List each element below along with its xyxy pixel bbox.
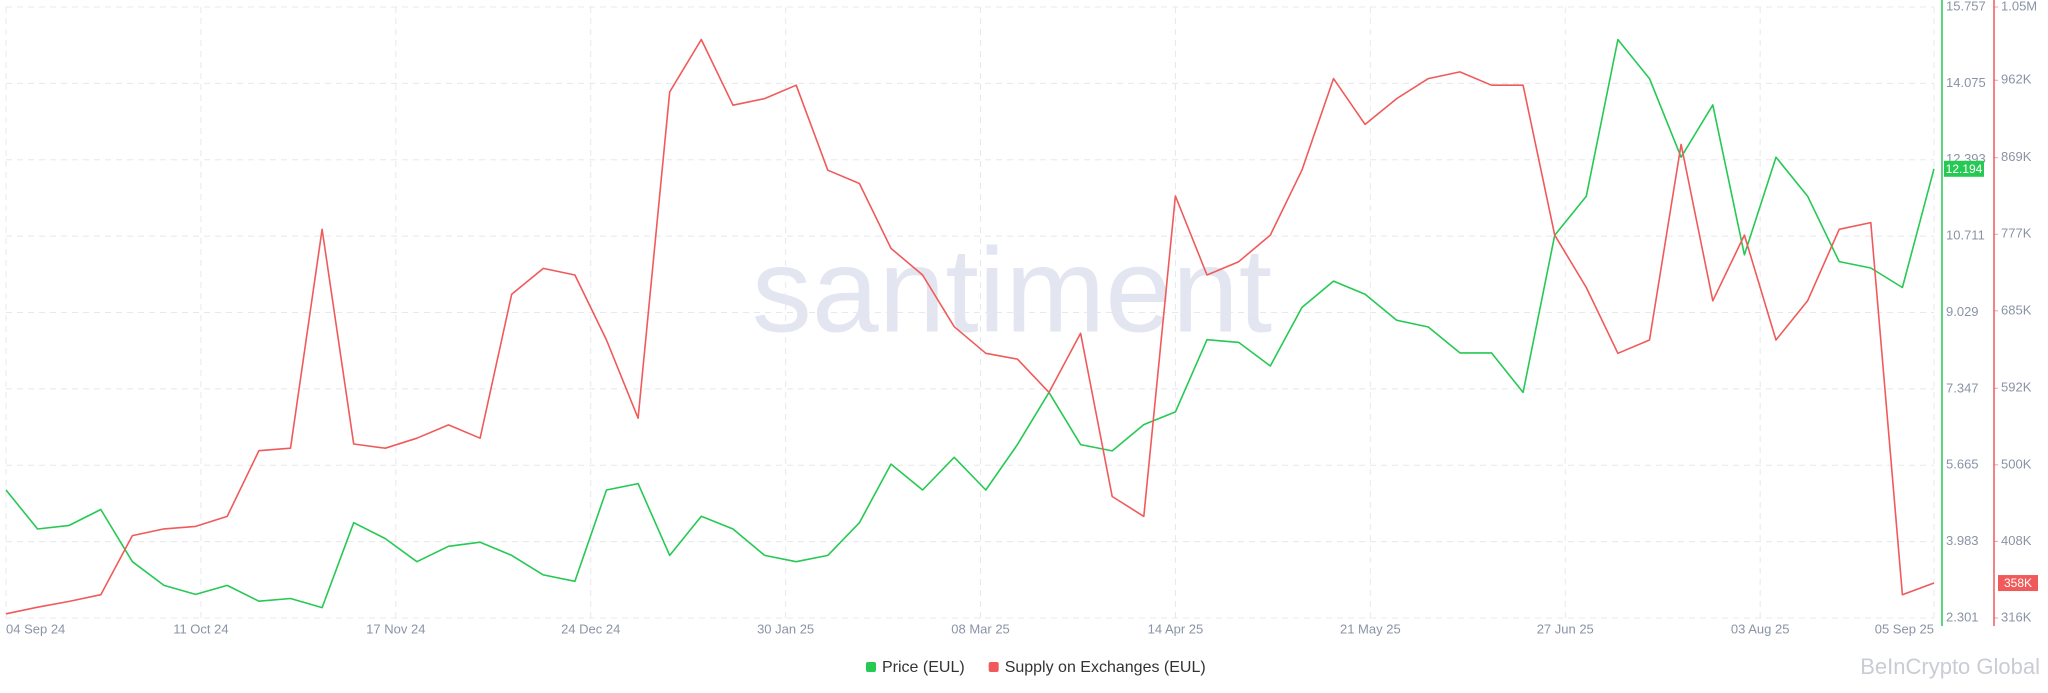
y-tick-label: 14.075 <box>1946 75 1986 90</box>
y-tick-label: 10.711 <box>1946 228 1985 243</box>
x-tick-label: 30 Jan 25 <box>757 621 814 636</box>
legend-label: Supply on Exchanges (EUL) <box>1005 659 1206 676</box>
series-line <box>5 38 1935 615</box>
legend-label: Price (EUL) <box>882 659 965 676</box>
y2-tick-label: 316K <box>2001 609 2032 624</box>
y2-tick-label: 685K <box>2001 302 2032 317</box>
x-tick-label: 05 Sep 25 <box>1875 621 1934 636</box>
y-tick-label: 9.029 <box>1946 304 1979 319</box>
value-badge <box>1998 575 2038 592</box>
x-tick-label: 04 Sep 24 <box>6 621 65 636</box>
y2-tick-label: 869K <box>2001 149 2032 164</box>
watermark: santiment <box>752 224 1272 358</box>
x-tick-label: 24 Dec 24 <box>561 621 620 636</box>
credit: BeInCrypto Global <box>1860 654 2040 679</box>
x-tick-label: 27 Jun 25 <box>1537 621 1594 636</box>
y2-tick-label: 962K <box>2001 72 2032 87</box>
y-tick-label: 2.301 <box>1946 609 1979 624</box>
series-line <box>5 38 1935 609</box>
y-tick-label: 15.757 <box>1946 0 1986 13</box>
legend-swatch <box>988 662 999 672</box>
x-tick-label: 17 Nov 24 <box>366 621 425 636</box>
x-tick-label: 11 Oct 24 <box>173 621 228 636</box>
y-tick-label: 7.347 <box>1946 380 1979 395</box>
legend-swatch <box>866 662 876 672</box>
y2-tick-label: 592K <box>2001 380 2032 395</box>
y2-tick-label: 1.05M <box>2001 0 2037 13</box>
x-tick-label: 03 Aug 25 <box>1731 621 1790 636</box>
y2-tick-label: 500K <box>2001 456 2032 471</box>
y-tick-label: 3.983 <box>1946 533 1979 548</box>
y2-tick-label: 777K <box>2001 226 2032 241</box>
value-badge-label: 358K <box>2004 576 2032 590</box>
value-badge <box>1944 160 1984 177</box>
value-badge-label: 12.194 <box>1946 162 1983 176</box>
x-tick-label: 14 Apr 25 <box>1148 621 1204 636</box>
x-tick-label: 08 Mar 25 <box>951 621 1010 636</box>
x-tick-label: 21 May 25 <box>1340 621 1401 636</box>
y-tick-label: 5.665 <box>1946 457 1979 472</box>
y2-tick-label: 408K <box>2001 533 2032 548</box>
